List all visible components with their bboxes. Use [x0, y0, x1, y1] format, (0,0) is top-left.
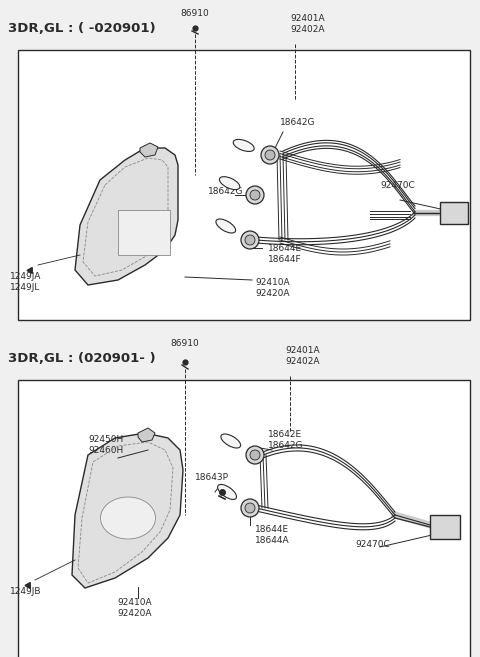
- Bar: [18, 380, 470, 657]
- Text: 3DR,GL : ( -020901): 3DR,GL : ( -020901): [8, 22, 156, 35]
- Text: 18644E
18644F: 18644E 18644F: [268, 244, 302, 264]
- Text: 92470C: 92470C: [380, 181, 415, 190]
- Text: 18642E
18642G: 18642E 18642G: [268, 430, 303, 450]
- Ellipse shape: [241, 231, 259, 249]
- Text: 1249JB: 1249JB: [10, 587, 41, 596]
- Ellipse shape: [246, 446, 264, 464]
- Polygon shape: [72, 433, 183, 588]
- Text: 18643P: 18643P: [195, 473, 229, 482]
- Ellipse shape: [100, 497, 156, 539]
- Text: 3DR,GL : (020901- ): 3DR,GL : (020901- ): [8, 352, 156, 365]
- Bar: [118, 210, 170, 255]
- Polygon shape: [138, 428, 155, 442]
- Bar: [18, 50, 470, 320]
- Ellipse shape: [250, 450, 260, 460]
- Bar: [440, 202, 468, 224]
- Text: 92450H
92460H: 92450H 92460H: [88, 435, 123, 455]
- Ellipse shape: [233, 139, 254, 152]
- Text: 92410A
92420A: 92410A 92420A: [255, 278, 289, 298]
- Text: 92470C: 92470C: [355, 540, 390, 549]
- Polygon shape: [140, 143, 158, 157]
- Ellipse shape: [250, 190, 260, 200]
- Text: 18644E
18644A: 18644E 18644A: [255, 525, 289, 545]
- Ellipse shape: [219, 177, 240, 190]
- Text: 92410A
92420A: 92410A 92420A: [118, 598, 152, 618]
- Ellipse shape: [245, 235, 255, 245]
- Ellipse shape: [217, 484, 237, 499]
- Polygon shape: [75, 148, 178, 285]
- Text: 86910: 86910: [170, 339, 199, 348]
- Text: 18642G: 18642G: [280, 118, 315, 127]
- Ellipse shape: [246, 186, 264, 204]
- Ellipse shape: [265, 150, 275, 160]
- Text: 18642G: 18642G: [208, 187, 243, 196]
- Ellipse shape: [221, 434, 240, 448]
- Ellipse shape: [261, 146, 279, 164]
- Ellipse shape: [245, 503, 255, 513]
- Text: 1249JA
1249JL: 1249JA 1249JL: [10, 272, 41, 292]
- Text: 92401A
92402A: 92401A 92402A: [290, 14, 324, 34]
- Ellipse shape: [216, 219, 236, 233]
- Bar: [430, 515, 460, 539]
- Text: 92401A
92402A: 92401A 92402A: [285, 346, 320, 366]
- Text: 86910: 86910: [180, 9, 209, 18]
- Ellipse shape: [241, 499, 259, 517]
